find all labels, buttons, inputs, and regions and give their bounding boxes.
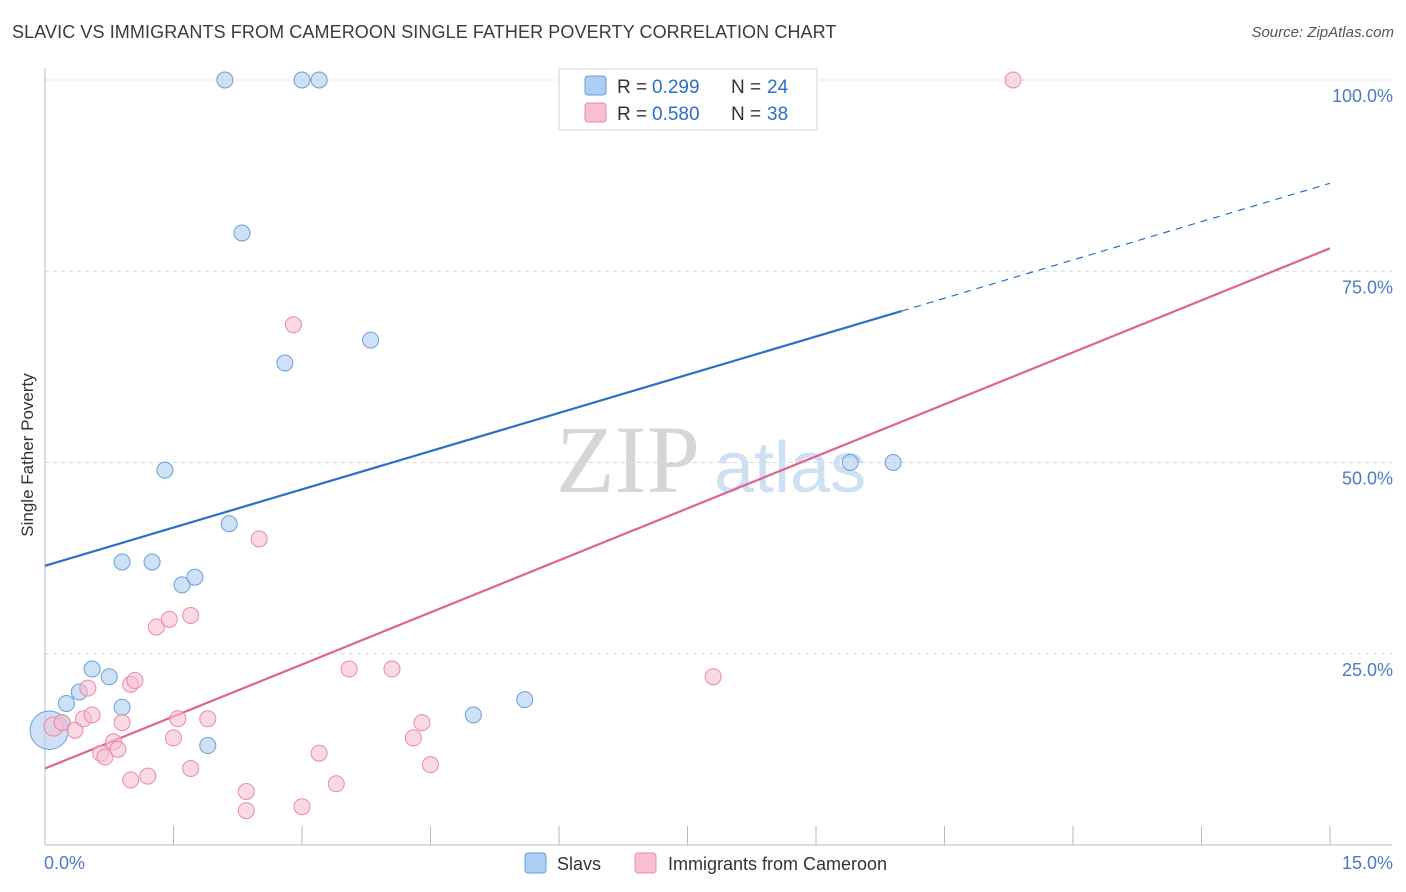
slavs-point [310, 71, 328, 89]
slavs-point [186, 568, 204, 586]
cameroon-point [340, 660, 358, 678]
cameroon-point [327, 775, 345, 793]
slavs-point [143, 553, 161, 571]
cameroon-point [293, 798, 311, 816]
legend-r-label: R = [617, 77, 647, 98]
y-tick-label: 75.0% [1342, 277, 1393, 297]
legend-n-label: N = [731, 104, 761, 125]
slavs-point [293, 71, 311, 89]
cameroon-point [109, 740, 127, 758]
bottom-legend-swatch-slavs [524, 852, 547, 874]
slavs-point [173, 576, 191, 594]
slavs-point [220, 515, 238, 533]
cameroon-point [182, 607, 200, 624]
slavs-point [464, 706, 482, 724]
slavs-point [516, 691, 534, 709]
slavs-point [83, 660, 101, 678]
slavs-point [199, 737, 217, 755]
x-tick-labels: 0.0% 15.0% [44, 853, 1393, 873]
trend-lines [44, 182, 1331, 770]
cameroon-point [237, 802, 255, 820]
legend-n-value-cameroon: 38 [767, 104, 788, 125]
y-tick-label: 25.0% [1342, 660, 1393, 680]
source-label: Source: ZipAtlas.com [1251, 24, 1394, 41]
x-tick-label-max: 15.0% [1342, 853, 1393, 873]
cameroon-point [199, 710, 217, 728]
cameroon-point [169, 710, 187, 728]
legend-r-label: R = [617, 104, 647, 125]
cameroon-point [250, 530, 268, 548]
watermark-zip: ZIP [556, 406, 700, 513]
chart-title: SLAVIC VS IMMIGRANTS FROM CAMEROON SINGL… [12, 22, 837, 42]
legend-r-value-slavs: 0.299 [652, 77, 700, 98]
legend-n-label: N = [731, 77, 761, 98]
bottom-legend-swatch-cameroon [634, 852, 657, 874]
slavs-point [841, 454, 859, 471]
cameroon-point [53, 714, 71, 732]
cameroon-point [413, 714, 431, 732]
slavs-point [233, 224, 251, 242]
axes [44, 68, 1392, 846]
cameroon-point [310, 744, 328, 762]
slavs-point [113, 553, 131, 571]
cameroon-point [83, 706, 101, 724]
legend-n-value-slavs: 24 [767, 77, 789, 98]
legend-box: R = 0.299 N = 24 R = 0.580 N = 38 [558, 68, 818, 131]
y-tick-labels: 25.0% 50.0% 75.0% 100.0% [1332, 86, 1393, 680]
slavs-point [156, 461, 174, 479]
y-tick-label: 50.0% [1342, 469, 1393, 489]
x-tick-label-min: 0.0% [44, 853, 85, 873]
cameroon-point [147, 618, 165, 636]
data-points [29, 71, 1022, 820]
slavs-point [113, 698, 131, 716]
cameroon-point [404, 729, 422, 747]
cameroon-point [182, 760, 200, 777]
bottom-legend-label-slavs: Slavs [557, 854, 601, 874]
slavs-point [276, 354, 294, 372]
cameroon-point [237, 782, 255, 800]
bottom-legend: Slavs Immigrants from Cameroon [524, 852, 887, 874]
legend-swatch-slavs [584, 75, 607, 96]
slavs-point [362, 331, 380, 349]
legend-swatch-cameroon [584, 102, 607, 123]
cameroon-point [160, 610, 178, 628]
cameroon-point [139, 767, 157, 785]
cameroon-point [66, 721, 84, 739]
slavs-point [216, 71, 234, 89]
slavs-point [100, 668, 118, 686]
slavs-trend-line [44, 309, 902, 567]
cameroon-point [96, 748, 114, 766]
cameroon-point [422, 756, 439, 774]
cameroon-point [126, 672, 144, 690]
cameroon-point [113, 714, 131, 732]
cameroon-point [79, 679, 97, 697]
cameroon-trend-line [44, 247, 1331, 770]
slavs-point [884, 454, 902, 471]
y-tick-label: 100.0% [1332, 86, 1393, 106]
cameroon-point [704, 668, 722, 686]
cameroon-point [383, 660, 401, 678]
legend-r-value-cameroon: 0.580 [652, 104, 700, 125]
cameroon-point [1004, 71, 1022, 89]
cameroon-point [165, 729, 182, 747]
grid-lines [45, 79, 1392, 655]
cameroon-point [284, 316, 302, 334]
slavs-point [57, 694, 75, 712]
slavs-trend-extension [901, 182, 1331, 312]
cameroon-point [122, 771, 140, 789]
bottom-legend-label-cameroon: Immigrants from Cameroon [668, 854, 887, 874]
